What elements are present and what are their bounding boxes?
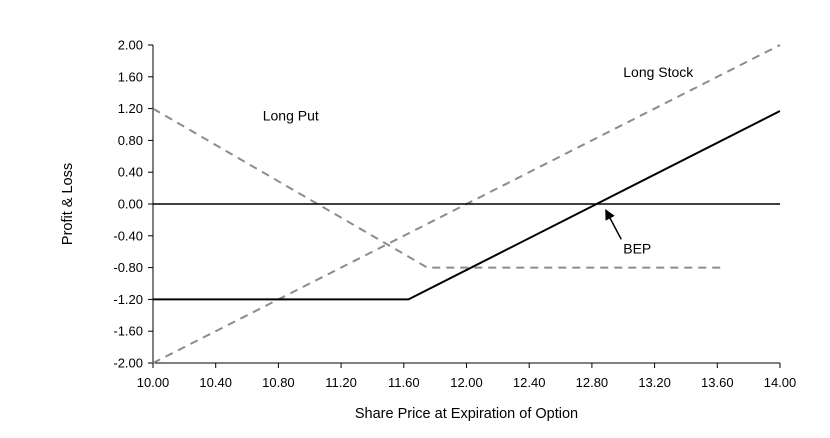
annotation-long-stock: Long Stock xyxy=(623,64,694,80)
x-tick-label: 10.40 xyxy=(199,375,232,390)
x-tick-label: 12.80 xyxy=(576,375,609,390)
annotation-long-put: Long Put xyxy=(263,108,319,124)
x-tick-label: 10.00 xyxy=(137,375,170,390)
y-tick-label: 1.60 xyxy=(118,69,143,84)
y-tick-label: 0.40 xyxy=(118,165,143,180)
long-put-line xyxy=(152,107,726,269)
axes: 2.00 1.60 1.20 0.80 0.40 0.00 -0.40 -0.80 -1.20 -… xyxy=(113,38,796,391)
y-tick-label: -1.20 xyxy=(113,292,143,307)
annotations: Long Stock Long Put BEP xyxy=(263,64,695,256)
x-tick-label: 11.60 xyxy=(388,375,420,390)
x-tick-label: 14.00 xyxy=(764,375,797,390)
y-tick-label: 0.00 xyxy=(118,197,143,212)
y-axis-title: Profit & Loss xyxy=(60,163,76,245)
x-tick-label: 10.80 xyxy=(262,375,295,390)
y-tick-label: 1.20 xyxy=(118,101,143,116)
y-tick-label: -1.60 xyxy=(113,324,143,339)
annotation-bep: BEP xyxy=(623,240,651,256)
x-tick-label: 12.40 xyxy=(513,375,546,390)
bep-arrow xyxy=(605,209,622,240)
x-tick-label: 11.20 xyxy=(325,375,357,390)
y-tick-label: -0.40 xyxy=(113,228,143,243)
y-tick-label: 0.80 xyxy=(118,133,143,148)
x-tick-label: 13.60 xyxy=(701,375,734,390)
payoff-line xyxy=(153,110,781,301)
y-tick-label: 2.00 xyxy=(118,38,143,53)
y-tick-label: -0.80 xyxy=(113,260,143,275)
y-tick-label: -2.00 xyxy=(113,356,143,371)
series-layer xyxy=(152,44,781,364)
x-tick-label: 12.00 xyxy=(450,375,483,390)
x-tick-label: 13.20 xyxy=(638,375,671,390)
x-axis-title: Share Price at Expiration of Option xyxy=(355,406,578,422)
